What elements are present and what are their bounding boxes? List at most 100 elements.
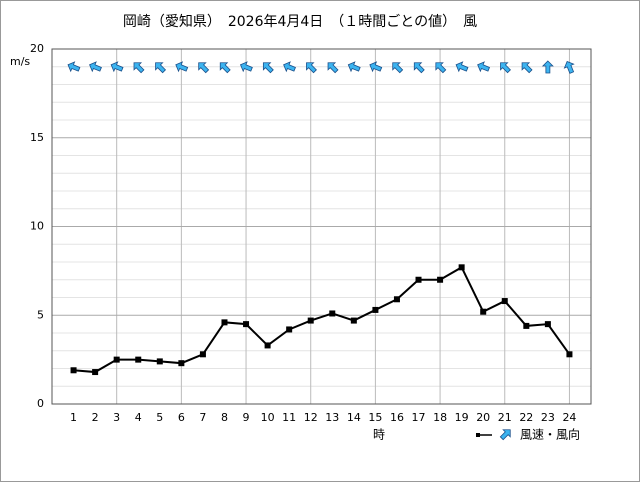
x-tick-label: 2 (92, 411, 99, 424)
x-tick-label: 14 (347, 411, 361, 424)
legend-marker (476, 433, 480, 437)
wind-arrow (133, 62, 145, 74)
speed-marker (372, 306, 379, 313)
x-tick-label: 20 (476, 411, 490, 424)
x-tick-label: 12 (304, 411, 318, 424)
speed-marker (135, 356, 142, 363)
arrow-shape (392, 62, 404, 74)
speed-marker (329, 310, 336, 317)
x-tick-label: 11 (282, 411, 296, 424)
x-tick-label: 19 (455, 411, 469, 424)
x-tick-label: 22 (519, 411, 533, 424)
arrow-shape (435, 62, 447, 74)
wind-arrow (435, 62, 447, 74)
y-unit: m/s (10, 55, 30, 68)
speed-marker (393, 296, 400, 303)
wind-arrow (500, 62, 511, 74)
x-tick-label: 1 (70, 411, 77, 424)
arrow-shape (283, 61, 296, 73)
x-tick-label: 24 (562, 411, 576, 424)
wind-arrow (219, 62, 231, 74)
y-tick-label: 10 (30, 220, 44, 233)
y-tick-label: 0 (37, 397, 44, 410)
legend-label: 風速・風向 (520, 427, 580, 442)
speed-marker (437, 276, 444, 283)
wind-arrow (327, 62, 339, 74)
speed-marker (480, 308, 487, 315)
wind-arrow (175, 61, 189, 73)
arrow-shape (563, 60, 575, 74)
x-tick-label: 10 (261, 411, 275, 424)
wind-arrow (155, 62, 167, 74)
speed-marker (264, 342, 271, 349)
speed-marker (458, 264, 465, 271)
arrow-shape (521, 62, 533, 74)
wind-arrow (541, 60, 554, 74)
x-tick-label: 23 (541, 411, 555, 424)
x-tick-label: 5 (156, 411, 163, 424)
speed-marker (307, 317, 314, 324)
wind-arrow (369, 61, 383, 73)
speed-marker (415, 276, 422, 283)
arrow-shape (306, 62, 317, 74)
arrow-shape (67, 61, 81, 73)
x-tick-label: 8 (221, 411, 228, 424)
arrow-shape (219, 62, 231, 74)
x-tick-label: 7 (199, 411, 206, 424)
wind-arrow (413, 62, 425, 74)
y-tick-label: 20 (30, 42, 44, 55)
wind-arrow (477, 61, 491, 73)
x-tick-label: 16 (390, 411, 404, 424)
wind-arrow (499, 429, 511, 441)
speed-marker (566, 351, 573, 358)
x-tick-label: 21 (498, 411, 512, 424)
wind-arrow (239, 61, 253, 73)
wind-arrow (521, 62, 533, 74)
wind-arrow (455, 61, 469, 73)
x-tick-label: 17 (412, 411, 426, 424)
speed-marker (221, 319, 228, 326)
arrow-shape (198, 62, 210, 74)
x-tick-label: 3 (113, 411, 120, 424)
x-tick-label: 9 (243, 411, 250, 424)
x-tick-label: 4 (135, 411, 142, 424)
speed-marker (350, 317, 357, 324)
arrow-shape (499, 429, 511, 441)
y-tick-label: 15 (30, 131, 44, 144)
speed-marker (523, 322, 530, 329)
wind-arrow (67, 61, 81, 73)
arrow-shape (262, 62, 274, 74)
speed-line (73, 265, 571, 374)
plot-frame (51, 48, 592, 405)
arrow-shape (369, 61, 383, 73)
arrow-shape (413, 62, 425, 74)
arrow-shape (110, 61, 124, 73)
wind-arrow (262, 62, 274, 74)
arrow-shape (477, 61, 491, 73)
speed-marker (243, 321, 250, 328)
speed-marker (113, 356, 120, 363)
arrow-shape (239, 61, 253, 73)
speed-marker (178, 360, 185, 367)
arrow-shape (133, 62, 145, 74)
chart-title: 岡崎（愛知県） 2026年4月4日 （１時間ごとの値） 風 (123, 13, 477, 30)
x-tick-label: 15 (368, 411, 382, 424)
speed-marker (199, 351, 206, 358)
arrow-shape (455, 61, 469, 73)
arrow-shape (541, 60, 554, 74)
arrow-shape (500, 62, 511, 74)
arrow-shape (175, 61, 189, 73)
arrow-shape (155, 62, 167, 74)
wind-arrow (347, 61, 361, 73)
speed-marker (92, 369, 99, 376)
wind-arrow (110, 61, 124, 73)
speed-marker (544, 321, 551, 328)
x-unit: 時 (373, 428, 385, 442)
speed-marker (286, 326, 293, 333)
wind-arrow (392, 62, 404, 74)
speed-marker (156, 358, 163, 365)
wind-arrow (563, 60, 575, 74)
arrow-shape (347, 61, 361, 73)
